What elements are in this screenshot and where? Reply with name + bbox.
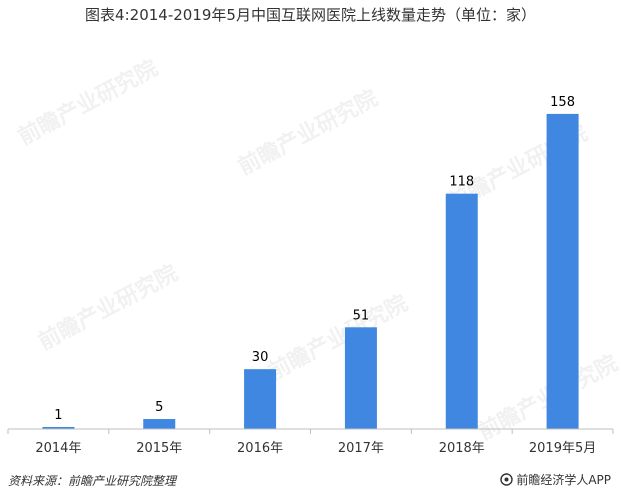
x-tick-label-3: 2016年 [237,441,283,456]
value-label-6: 158 [550,95,575,110]
x-tick-label-5: 2018年 [439,441,485,456]
value-labels-group: 1 5 30 51 118 158 [54,95,575,423]
bar-6 [546,113,579,429]
bar-1 [42,427,75,429]
value-label-1: 1 [54,408,62,423]
x-tick-label-2: 2015年 [136,441,182,456]
bar-2 [143,419,176,429]
brand-logo-icon [500,473,514,486]
brand-name: 前瞻经济学人APP [516,473,611,487]
x-tick-label-4: 2017年 [338,441,384,456]
value-label-2: 5 [155,400,163,415]
x-ticks-group [7,429,614,434]
bar-4 [344,327,377,429]
bar-5 [445,193,478,429]
x-tick-label-1: 2014年 [35,441,81,456]
value-label-4: 51 [353,308,370,323]
x-tick-labels-group: 2014年 2015年 2016年 2017年 2018年 2019年5月 [35,441,596,456]
value-label-3: 30 [252,350,269,365]
bars-group [42,113,579,429]
source-note: 资料来源：前瞻产业研究院整理 [8,474,177,488]
value-label-5: 118 [449,175,474,190]
x-tick-label-6: 2019年5月 [529,441,596,456]
bar-3 [244,369,277,429]
brand-footer: 前瞻经济学人APP [500,471,611,488]
chart-title: 图表4:2014-2019年5月中国互联网医院上线数量走势（单位：家） [85,6,536,24]
